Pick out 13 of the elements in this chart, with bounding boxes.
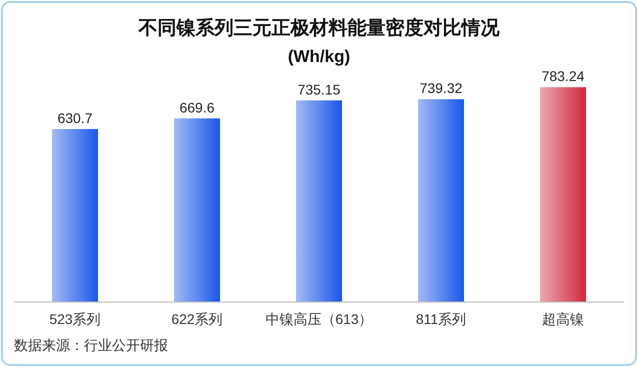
chart-title: 不同镍系列三元正极材料能量密度对比情况	[138, 17, 500, 39]
data-label: 630.7	[57, 110, 93, 126]
data-label: 735.15	[298, 81, 341, 98]
x-tick-label: 622系列	[171, 311, 223, 327]
x-tick-label: 523系列	[49, 311, 101, 327]
chart-subtitle: (Wh/kg)	[288, 47, 350, 66]
x-tick-label: 811系列	[416, 311, 466, 327]
data-label: 739.32	[420, 80, 463, 96]
data-label: 783.24	[542, 68, 585, 84]
source-note: 数据来源：行业公开研报	[14, 337, 168, 353]
data-label: 669.6	[179, 99, 215, 116]
x-tick-label: 中镍高压（613）	[265, 311, 373, 327]
x-tick-label: 超高镍	[542, 311, 584, 327]
